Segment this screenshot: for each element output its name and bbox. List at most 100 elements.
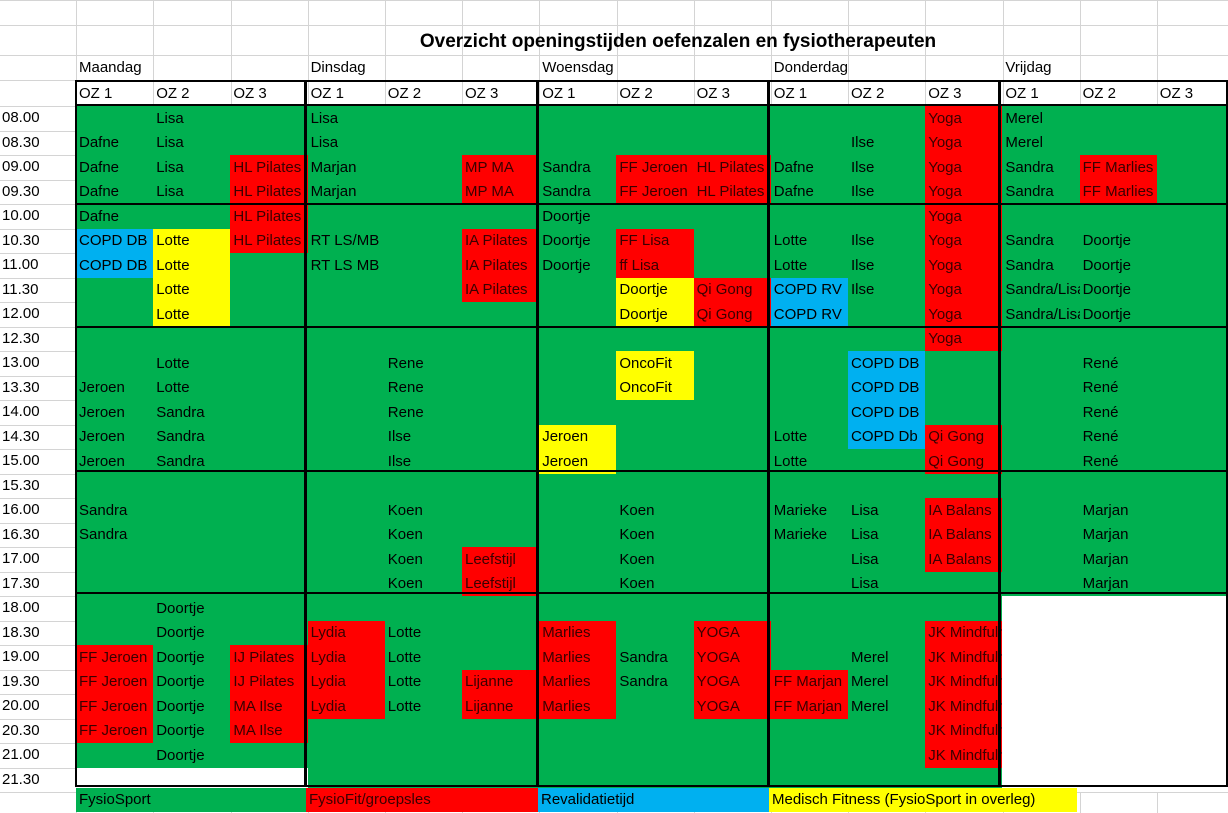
empty-cell: [230, 253, 309, 278]
schedule-cell: Sandra: [1002, 155, 1081, 180]
empty-cell: [1079, 106, 1158, 131]
schedule-cell: Marjan: [1079, 498, 1158, 523]
schedule-cell: Koen: [384, 523, 463, 547]
schedule-cell: IJ Pilates: [230, 670, 309, 694]
zone-label: OZ 1: [1005, 85, 1039, 102]
empty-cell: [1002, 694, 1081, 719]
empty-cell: [230, 131, 309, 155]
schedule-cell: Sandra: [153, 400, 231, 425]
empty-cell: [307, 498, 386, 523]
empty-cell: [848, 204, 926, 229]
empty-cell: [1156, 474, 1228, 498]
empty-cell: [539, 106, 617, 131]
empty-cell: [307, 743, 386, 768]
schedule-cell: Sandra: [539, 155, 617, 180]
time-label: 16.00: [2, 501, 40, 518]
schedule-cell: OncoFit: [616, 351, 695, 376]
empty-cell: [384, 302, 463, 327]
schedule-cell: Lydia: [307, 621, 386, 645]
border-line: [1226, 80, 1228, 787]
time-label: 08.30: [2, 134, 40, 151]
schedule-cell: Doortje: [1079, 229, 1158, 253]
border-line: [76, 104, 1228, 106]
zone-label: OZ 2: [387, 85, 422, 102]
schedule-cell: Marlies: [539, 670, 617, 694]
schedule-cell: Yoga: [925, 204, 1003, 229]
border-line: [76, 80, 1228, 82]
time-label: 12.30: [2, 330, 40, 347]
empty-cell: [848, 743, 926, 768]
time-label: 09.30: [2, 183, 40, 200]
empty-cell: [1156, 376, 1228, 400]
zone-label: OZ 1: [310, 85, 344, 102]
gridline-h: [0, 0, 1228, 1]
schedule-cell: COPD DB: [76, 253, 154, 278]
empty-cell: [848, 596, 926, 621]
time-label: 20.30: [2, 722, 40, 739]
empty-cell: [1079, 621, 1158, 645]
empty-cell: [1002, 523, 1081, 547]
empty-cell: [1079, 327, 1158, 351]
empty-cell: [693, 425, 772, 449]
empty-cell: [1002, 376, 1081, 400]
schedule-cell: Doortje: [539, 204, 617, 229]
empty-cell: [1156, 106, 1228, 131]
empty-cell: [1156, 694, 1228, 719]
empty-cell: [616, 204, 695, 229]
schedule-cell: Doortje: [153, 645, 231, 670]
schedule-cell: Koen: [384, 547, 463, 572]
schedule-cell: Doortje: [616, 278, 695, 302]
empty-cell: [539, 719, 617, 743]
time-label: 17.30: [2, 575, 40, 592]
time-label: 15.30: [2, 477, 40, 494]
schedule-cell: Rene: [384, 376, 463, 400]
schedule-cell: Lisa: [848, 498, 926, 523]
border-line: [767, 80, 770, 787]
empty-cell: [230, 523, 309, 547]
empty-cell: [230, 498, 309, 523]
empty-cell: [616, 743, 695, 768]
empty-cell: [925, 351, 1003, 376]
empty-cell: [693, 449, 772, 474]
schedule-cell: René: [1079, 425, 1158, 449]
schedule-cell: FF Jeroen: [76, 670, 154, 694]
empty-cell: [1156, 645, 1228, 670]
empty-cell: [770, 400, 849, 425]
empty-cell: [462, 204, 540, 229]
legend-item: Medisch Fitness (FysioSport in overleg): [769, 788, 1077, 812]
empty-cell: [693, 253, 772, 278]
schedule-cell: JK Mindfulness: [925, 670, 1003, 694]
schedule-cell: RT LS MB: [307, 253, 386, 278]
schedule-cell: JK Mindfulness: [925, 743, 1003, 768]
empty-cell: [1002, 670, 1081, 694]
schedule-cell: Koen: [384, 498, 463, 523]
gridline-h: [0, 25, 1228, 26]
empty-cell: [462, 425, 540, 449]
empty-cell: [1002, 449, 1081, 474]
empty-cell: [1156, 302, 1228, 327]
empty-cell: [616, 719, 695, 743]
border-line: [304, 80, 307, 787]
empty-cell: [384, 743, 463, 768]
schedule-cell: YOGA: [693, 645, 772, 670]
schedule-cell: Lotte: [153, 229, 231, 253]
schedule-cell: Marlies: [539, 645, 617, 670]
empty-cell: [770, 131, 849, 155]
empty-cell: [230, 106, 309, 131]
empty-cell: [1156, 351, 1228, 376]
empty-cell: [1156, 768, 1228, 792]
empty-cell: [384, 596, 463, 621]
schedule-cell: Sandra/Lisa: [1002, 302, 1081, 327]
border-line: [76, 592, 1228, 594]
empty-cell: [230, 474, 309, 498]
empty-cell: [384, 278, 463, 302]
zone-label: OZ 2: [851, 85, 885, 102]
schedule-cell: René: [1079, 376, 1158, 400]
schedule-cell: Jeroen: [76, 400, 154, 425]
empty-cell: [462, 327, 540, 351]
schedule-cell: Sandra: [76, 523, 154, 547]
empty-cell: [1156, 327, 1228, 351]
schedule-cell: Merel: [848, 645, 926, 670]
empty-cell: [153, 547, 231, 572]
schedule-cell: Ilse: [384, 449, 463, 474]
